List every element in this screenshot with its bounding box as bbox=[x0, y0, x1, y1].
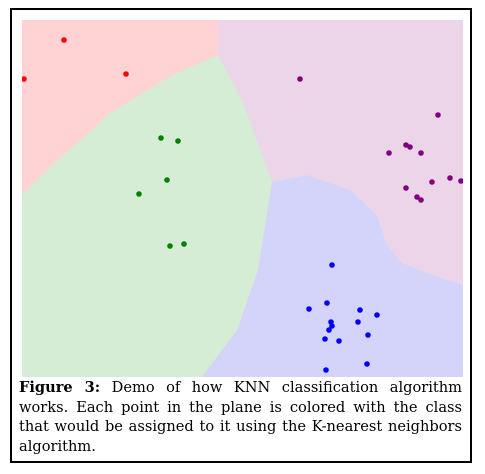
figure-label: Figure 3: bbox=[19, 379, 101, 396]
data-point-purple-6 bbox=[403, 185, 409, 191]
data-point-red-2 bbox=[123, 71, 129, 77]
data-point-green-2 bbox=[164, 177, 170, 183]
data-point-blue-10 bbox=[322, 336, 328, 342]
data-point-purple-5 bbox=[418, 150, 424, 156]
knn-decision-plot bbox=[22, 20, 463, 377]
data-point-red-1 bbox=[22, 76, 27, 82]
figure-frame: Figure 3: Demo of how KNN classification… bbox=[10, 8, 472, 463]
knn-plot-svg bbox=[22, 20, 463, 377]
region-red bbox=[22, 20, 218, 195]
data-point-blue-4 bbox=[374, 312, 380, 318]
data-point-green-3 bbox=[136, 191, 142, 197]
data-point-blue-1 bbox=[324, 300, 330, 306]
data-point-red-0 bbox=[61, 37, 67, 43]
data-point-blue-12 bbox=[364, 361, 370, 367]
region-blue bbox=[202, 175, 463, 377]
data-point-blue-11 bbox=[336, 338, 342, 344]
data-point-green-0 bbox=[158, 135, 164, 141]
data-point-blue-2 bbox=[306, 306, 312, 312]
data-points bbox=[22, 37, 463, 373]
data-point-blue-8 bbox=[326, 327, 332, 333]
region-purple bbox=[218, 20, 463, 285]
data-point-purple-7 bbox=[429, 179, 435, 185]
data-point-purple-1 bbox=[435, 112, 441, 118]
data-point-purple-10 bbox=[414, 194, 420, 200]
data-point-purple-3 bbox=[407, 144, 413, 150]
data-point-blue-3 bbox=[357, 307, 363, 313]
data-point-green-5 bbox=[181, 241, 187, 247]
data-point-purple-4 bbox=[386, 150, 392, 156]
data-point-purple-9 bbox=[458, 178, 463, 184]
data-point-purple-0 bbox=[297, 76, 303, 82]
figure-caption: Figure 3: Demo of how KNN classification… bbox=[19, 378, 462, 456]
data-point-blue-7 bbox=[329, 323, 335, 329]
data-point-blue-0 bbox=[329, 262, 335, 268]
data-point-blue-13 bbox=[323, 367, 329, 373]
data-point-purple-8 bbox=[447, 175, 453, 181]
data-point-green-4 bbox=[167, 243, 173, 249]
data-point-purple-11 bbox=[418, 197, 424, 203]
data-point-blue-9 bbox=[365, 332, 371, 338]
data-point-blue-6 bbox=[355, 319, 361, 325]
figure-caption-text: Demo of how KNN classification algorithm… bbox=[19, 379, 463, 455]
data-point-green-1 bbox=[175, 138, 181, 144]
